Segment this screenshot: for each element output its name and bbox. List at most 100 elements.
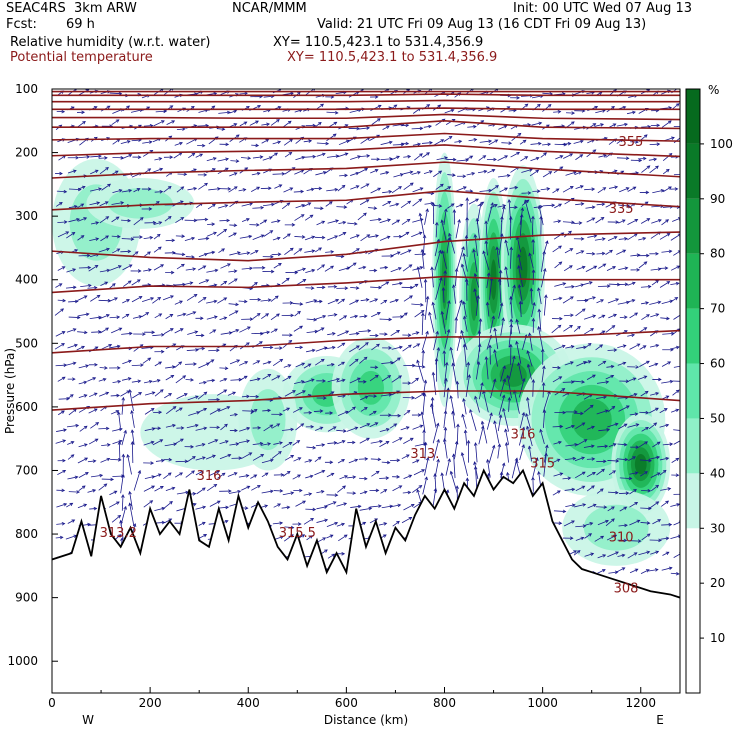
wind-vector bbox=[315, 426, 323, 431]
wind-arrowhead bbox=[681, 380, 684, 383]
wind-vector bbox=[174, 284, 186, 286]
wind-vector bbox=[527, 397, 531, 416]
wind-vector bbox=[607, 406, 615, 413]
wind-arrowhead bbox=[136, 188, 141, 192]
wind-arrowhead bbox=[132, 523, 137, 527]
wind-vector bbox=[337, 411, 348, 416]
wind-vector bbox=[498, 125, 507, 130]
wind-arrowhead bbox=[225, 167, 229, 171]
wind-arrowhead bbox=[654, 362, 659, 367]
wind-arrowhead bbox=[418, 231, 423, 235]
wind-arrowhead bbox=[224, 204, 229, 208]
wind-arrowhead bbox=[355, 331, 360, 336]
wind-arrowhead bbox=[658, 538, 662, 543]
wind-vector bbox=[315, 346, 327, 352]
wind-vector bbox=[110, 327, 122, 334]
wind-arrowhead bbox=[193, 293, 198, 298]
wind-vector bbox=[605, 249, 613, 255]
wind-arrowhead bbox=[74, 204, 78, 209]
wind-vector bbox=[174, 361, 182, 368]
wind-arrowhead bbox=[191, 106, 195, 110]
wind-vector bbox=[218, 248, 225, 254]
wind-arrowhead bbox=[297, 522, 302, 526]
wind-arrowhead bbox=[343, 315, 348, 319]
wind-vector bbox=[262, 203, 275, 207]
wind-arrowhead bbox=[377, 312, 381, 316]
wind-arrowhead bbox=[614, 422, 619, 427]
wind-arrowhead bbox=[601, 468, 605, 473]
wind-arrowhead bbox=[393, 423, 398, 427]
wind-vector bbox=[143, 269, 152, 272]
wind-arrowhead bbox=[648, 506, 652, 511]
wind-arrowhead bbox=[615, 298, 620, 302]
wind-arrowhead bbox=[212, 203, 216, 208]
wind-arrowhead bbox=[286, 505, 291, 510]
wind-arrowhead bbox=[504, 155, 509, 159]
wind-arrowhead bbox=[417, 142, 422, 147]
wind-vector bbox=[651, 485, 659, 492]
wind-vector bbox=[120, 506, 127, 526]
wind-vector bbox=[521, 199, 529, 206]
wind-vector bbox=[118, 412, 121, 428]
wind-vector bbox=[261, 123, 270, 126]
wind-vector bbox=[163, 472, 172, 480]
wind-arrowhead bbox=[388, 190, 393, 194]
wind-vector bbox=[144, 391, 155, 396]
wind-arrowhead bbox=[105, 167, 109, 171]
wind-arrowhead bbox=[484, 240, 489, 244]
wind-arrowhead bbox=[334, 187, 339, 192]
wind-arrowhead bbox=[633, 489, 637, 493]
wind-vector bbox=[463, 344, 467, 367]
wind-vector bbox=[141, 346, 154, 349]
wind-vector bbox=[413, 469, 425, 476]
x-tick-label: 1200 bbox=[625, 696, 656, 710]
wind-vector bbox=[371, 312, 381, 318]
wind-arrowhead bbox=[157, 296, 162, 301]
wind-arrowhead bbox=[581, 485, 586, 489]
wind-arrowhead bbox=[363, 212, 367, 217]
wind-vector bbox=[111, 235, 120, 238]
wind-vector bbox=[358, 127, 370, 130]
wind-arrowhead bbox=[675, 103, 680, 107]
wind-arrowhead bbox=[121, 453, 126, 458]
wind-arrowhead bbox=[98, 154, 102, 159]
wind-arrowhead bbox=[591, 251, 596, 256]
wind-vector bbox=[274, 184, 282, 189]
wind-arrowhead bbox=[169, 105, 174, 109]
wind-arrowhead bbox=[257, 426, 262, 430]
wind-vector bbox=[184, 237, 195, 241]
wind-arrowhead bbox=[233, 232, 237, 236]
wind-vector bbox=[424, 296, 429, 320]
wind-arrowhead bbox=[84, 457, 89, 461]
wind-vector bbox=[359, 491, 367, 495]
wind-arrowhead bbox=[521, 411, 526, 416]
wind-vector bbox=[216, 229, 227, 237]
wind-arrowhead bbox=[148, 140, 153, 144]
wind-arrowhead bbox=[388, 140, 393, 145]
wind-arrowhead bbox=[647, 489, 652, 493]
wind-vector bbox=[370, 187, 381, 194]
wind-arrowhead bbox=[667, 487, 672, 491]
wind-vector bbox=[659, 424, 669, 428]
wind-vector bbox=[392, 282, 403, 286]
wind-arrowhead bbox=[420, 248, 425, 253]
wind-vector bbox=[78, 365, 89, 369]
wind-arrowhead bbox=[312, 445, 317, 450]
wind-vector bbox=[414, 153, 423, 161]
wind-vector bbox=[629, 472, 638, 475]
wind-vector bbox=[228, 270, 237, 273]
wind-arrowhead bbox=[355, 171, 360, 176]
wind-vector bbox=[143, 236, 153, 240]
wind-arrowhead bbox=[138, 392, 143, 396]
wind-vector bbox=[468, 198, 479, 205]
wind-arrowhead bbox=[374, 365, 379, 370]
wind-arrowhead bbox=[204, 217, 209, 222]
wind-arrowhead bbox=[515, 459, 519, 464]
wind-vector bbox=[230, 160, 239, 162]
wind-arrowhead bbox=[158, 246, 162, 250]
wind-arrowhead bbox=[80, 203, 85, 207]
wind-arrowhead bbox=[473, 461, 477, 465]
wind-arrowhead bbox=[600, 123, 604, 127]
model-title: SEAC4RS 3km ARW bbox=[6, 1, 137, 16]
wind-arrowhead bbox=[201, 346, 206, 351]
